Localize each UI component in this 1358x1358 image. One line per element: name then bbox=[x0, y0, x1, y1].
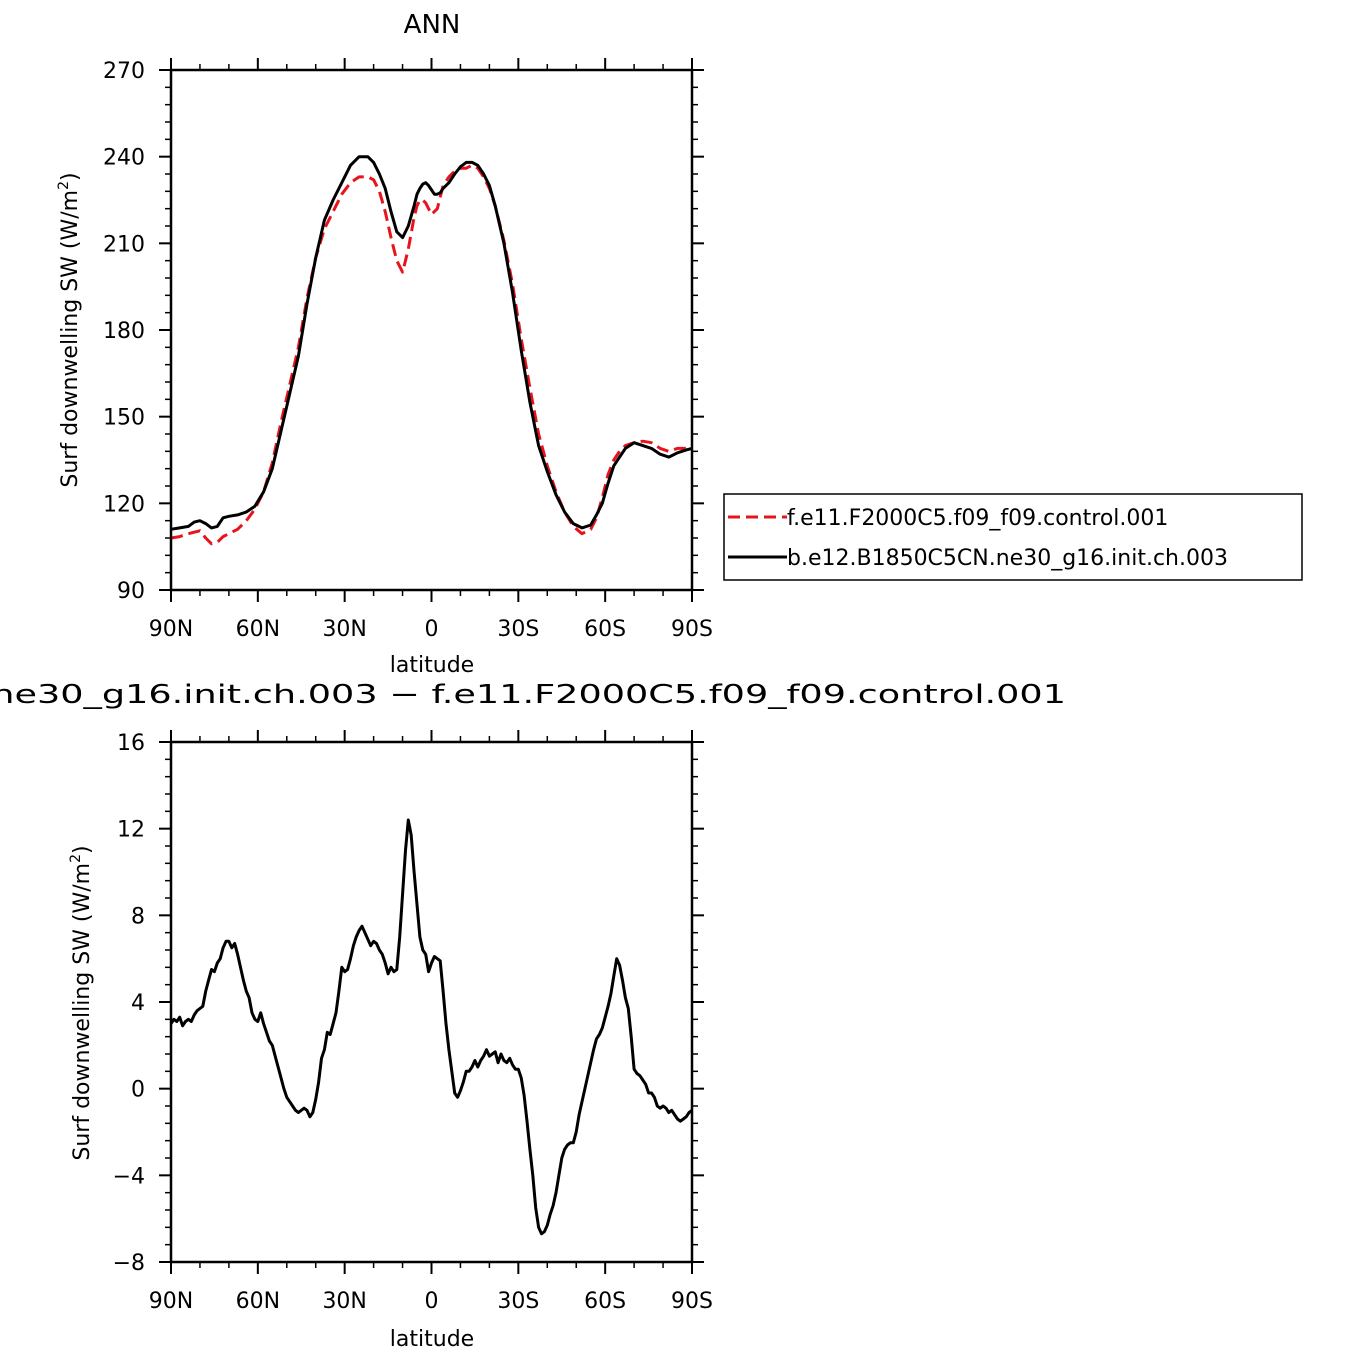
bottom-y-tick-label: 8 bbox=[131, 904, 145, 929]
bottom-x-tick-label: 0 bbox=[425, 1289, 439, 1314]
top-series-line-2 bbox=[170, 155, 693, 531]
top-y-tick-label: 210 bbox=[103, 232, 145, 257]
bottom-x-tick-label: 60S bbox=[584, 1289, 626, 1314]
top-x-axis-label: latitude bbox=[390, 653, 474, 678]
top-x-tick-label: 60N bbox=[236, 617, 280, 642]
top-y-tick-label: 180 bbox=[103, 319, 145, 344]
bottom-y-tick-label: −8 bbox=[113, 1251, 145, 1276]
bottom-x-tick-label: 30N bbox=[322, 1289, 366, 1314]
top-y-axis-label: Surf downwelling SW (W/m2) bbox=[56, 172, 83, 487]
bottom-x-tick-label: 30S bbox=[497, 1289, 539, 1314]
top-plot-frame bbox=[169, 68, 694, 592]
top-series-lines bbox=[170, 155, 693, 546]
top-series-line-1 bbox=[170, 163, 693, 546]
bottom-y-tick-label: 4 bbox=[131, 991, 145, 1016]
top-panel: ANN 90N 60N 30N 0 30S 60S 90S 90 120 150 180 210 24… bbox=[56, 10, 1303, 678]
bottom-y-axis-label: Surf downwelling SW (W/m2) bbox=[68, 845, 95, 1160]
top-y-tick-label: 90 bbox=[117, 579, 145, 604]
legend-box bbox=[723, 493, 1303, 581]
top-x-tick-label: 60S bbox=[584, 617, 626, 642]
bottom-x-axis-label: latitude bbox=[390, 1327, 474, 1352]
top-y-tick-label: 120 bbox=[103, 492, 145, 517]
top-y-axis-label-sup: 2 bbox=[56, 181, 72, 190]
top-y-axis-label-close: ) bbox=[58, 172, 83, 181]
legend-label-control: f.e11.F2000C5.f09_f09.control.001 bbox=[787, 506, 1168, 531]
bottom-y-tick-label: 0 bbox=[131, 1078, 145, 1103]
top-title: ANN bbox=[404, 10, 461, 40]
top-y-tick-label: 240 bbox=[103, 146, 145, 171]
top-x-tick-label: 0 bbox=[425, 617, 439, 642]
top-y-tick-labels: 90 120 150 180 210 240 270 bbox=[103, 59, 145, 604]
bottom-panel: b.e12.B1850C5CN.ne30_g16.init.ch.003 − f… bbox=[0, 680, 1066, 1352]
bottom-x-tick-label: 90S bbox=[671, 1289, 713, 1314]
top-y-tick-label: 150 bbox=[103, 406, 145, 431]
top-y-tick-label: 270 bbox=[103, 59, 145, 84]
top-x-tick-label: 90S bbox=[671, 617, 713, 642]
bottom-series-lines bbox=[169, 818, 693, 1236]
bottom-title: b.e12.B1850C5CN.ne30_g16.init.ch.003 − f… bbox=[0, 680, 1066, 710]
bottom-y-axis-label-main: Surf downwelling SW (W/m bbox=[70, 863, 95, 1161]
bottom-y-axis-label-close: ) bbox=[70, 845, 95, 854]
bottom-x-tick-label: 90N bbox=[149, 1289, 193, 1314]
top-axis-ticks bbox=[159, 58, 704, 602]
top-x-tick-label: 30S bbox=[497, 617, 539, 642]
bottom-y-axis-label-sup: 2 bbox=[68, 854, 84, 863]
legend: f.e11.F2000C5.f09_f09.control.001 b.e12.… bbox=[723, 493, 1303, 581]
top-x-tick-labels: 90N 60N 30N 0 30S 60S 90S bbox=[149, 617, 713, 642]
bottom-y-tick-label: 12 bbox=[117, 818, 145, 843]
bottom-axis-ticks bbox=[159, 730, 704, 1274]
bottom-x-tick-label: 60N bbox=[236, 1289, 280, 1314]
legend-label-coupled: b.e12.B1850C5CN.ne30_g16.init.ch.003 bbox=[787, 546, 1228, 571]
bottom-y-tick-label: −4 bbox=[113, 1164, 145, 1189]
bottom-y-tick-label: 16 bbox=[117, 731, 145, 756]
bottom-series-line-1 bbox=[169, 818, 693, 1236]
top-x-tick-label: 30N bbox=[322, 617, 366, 642]
top-x-tick-label: 90N bbox=[149, 617, 193, 642]
top-y-axis-label-main: Surf downwelling SW (W/m bbox=[58, 190, 83, 488]
bottom-y-tick-labels: −8 −4 0 4 8 12 16 bbox=[113, 731, 145, 1276]
bottom-x-tick-labels: 90N 60N 30N 0 30S 60S 90S bbox=[149, 1289, 713, 1314]
